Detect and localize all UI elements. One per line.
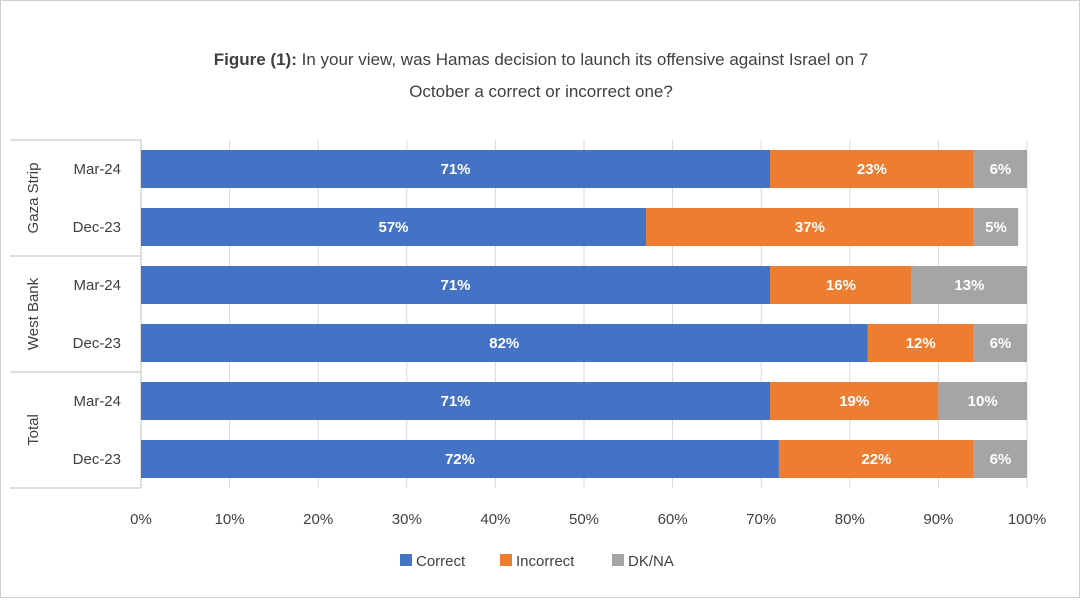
x-tick-label: 30% xyxy=(392,511,422,528)
data-label: 12% xyxy=(906,335,936,352)
bar-segment-incorrect xyxy=(778,440,974,478)
bar-segment-incorrect xyxy=(770,382,939,420)
x-tick-label: 50% xyxy=(569,511,599,528)
x-tick-label: 0% xyxy=(130,511,152,528)
bar-segment-correct xyxy=(141,266,771,304)
title-line-2: October a correct or incorrect one? xyxy=(409,82,673,101)
legend-swatch-incorrect xyxy=(500,554,512,566)
title-line-1: Figure (1): In your view, was Hamas deci… xyxy=(60,44,1022,76)
bar-segment-incorrect xyxy=(646,208,974,246)
bar-segment-correct xyxy=(141,382,771,420)
x-tick-label: 90% xyxy=(923,511,953,528)
row-label: Dec-23 xyxy=(73,335,121,352)
group-label: Total xyxy=(25,414,42,446)
bar-segment-incorrect xyxy=(770,266,912,304)
bar-segment-dkna xyxy=(911,266,1027,304)
data-label: 13% xyxy=(954,277,984,294)
data-label: 6% xyxy=(990,451,1012,468)
row-label: Mar-24 xyxy=(73,161,121,178)
row-label: Dec-23 xyxy=(73,219,121,236)
bar-segment-dkna xyxy=(938,382,1027,420)
bar-segment-dkna xyxy=(973,150,1027,188)
data-label: 6% xyxy=(990,161,1012,178)
title-text-1: In your view, was Hamas decision to laun… xyxy=(301,50,869,69)
x-tick-label: 70% xyxy=(746,511,776,528)
x-tick-label: 40% xyxy=(480,511,510,528)
title-prefix: Figure (1): xyxy=(213,50,297,69)
row-label: Mar-24 xyxy=(73,393,121,410)
legend-label: Incorrect xyxy=(516,553,575,570)
bar-segment-incorrect xyxy=(867,324,974,362)
legend-label: DK/NA xyxy=(628,553,674,570)
data-label: 71% xyxy=(441,277,471,294)
legend-label: Correct xyxy=(416,553,466,570)
data-label: 19% xyxy=(839,393,869,410)
x-tick-label: 80% xyxy=(835,511,865,528)
data-label: 71% xyxy=(441,393,471,410)
bar-segment-incorrect xyxy=(770,150,974,188)
data-label: 16% xyxy=(826,277,856,294)
group-label: West Bank xyxy=(25,277,42,350)
bar-segment-dkna xyxy=(973,440,1027,478)
data-label: 37% xyxy=(795,219,825,236)
data-label: 22% xyxy=(861,451,891,468)
x-tick-label: 20% xyxy=(303,511,333,528)
bar-segment-correct xyxy=(141,324,868,362)
data-label: 82% xyxy=(489,335,519,352)
data-label: 6% xyxy=(990,335,1012,352)
data-label: 10% xyxy=(968,393,998,410)
data-label: 5% xyxy=(985,219,1007,236)
chart-title: Figure (1): In your view, was Hamas deci… xyxy=(60,44,1022,108)
bar-segment-dkna xyxy=(973,208,1019,246)
x-tick-label: 100% xyxy=(1008,511,1046,528)
row-label: Dec-23 xyxy=(73,451,121,468)
data-label: 57% xyxy=(378,219,408,236)
data-label: 72% xyxy=(445,451,475,468)
bar-segment-correct xyxy=(141,208,647,246)
bar-segment-correct xyxy=(141,150,771,188)
x-tick-label: 10% xyxy=(215,511,245,528)
data-label: 71% xyxy=(441,161,471,178)
data-label: 23% xyxy=(857,161,887,178)
bar-segment-correct xyxy=(141,440,779,478)
x-tick-label: 60% xyxy=(658,511,688,528)
row-label: Mar-24 xyxy=(73,277,121,294)
legend-swatch-dkna xyxy=(612,554,624,566)
legend-swatch-correct xyxy=(400,554,412,566)
group-label: Gaza Strip xyxy=(25,163,42,234)
bar-segment-dkna xyxy=(973,324,1027,362)
